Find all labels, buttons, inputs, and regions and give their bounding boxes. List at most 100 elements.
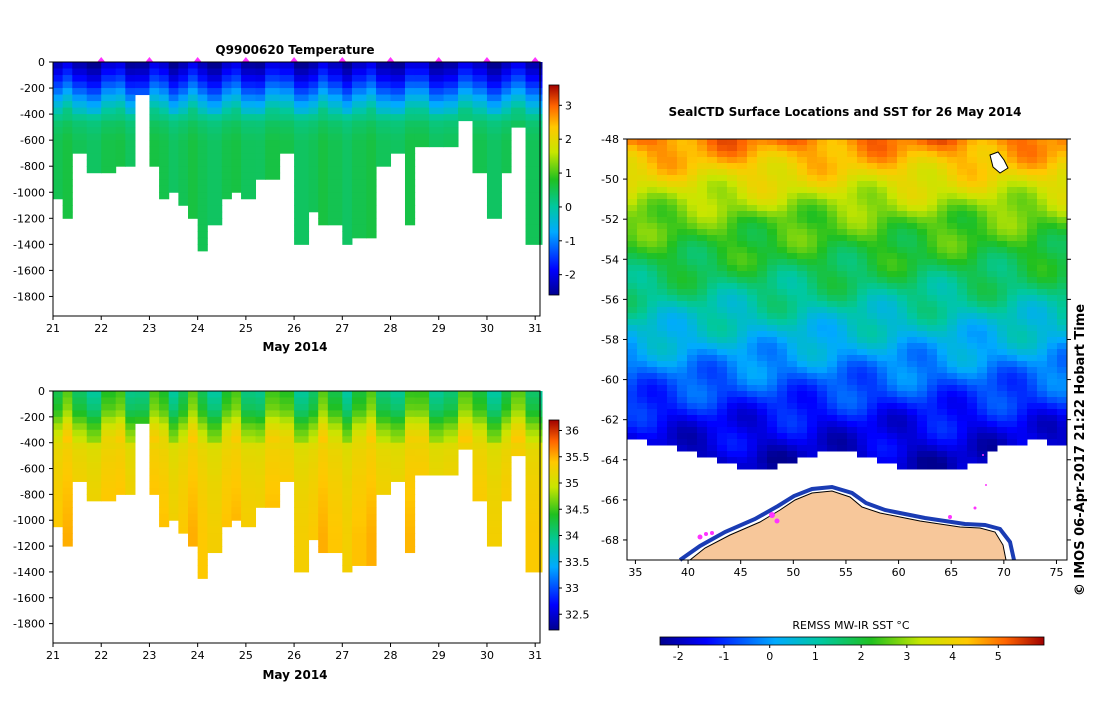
sst-cell	[927, 289, 938, 296]
section-cell	[511, 120, 527, 128]
sst-cell	[797, 241, 808, 248]
sst-cell	[747, 265, 758, 272]
sst-cell	[737, 337, 748, 344]
section-cell	[390, 146, 406, 154]
sst-cell	[907, 343, 918, 350]
sst-cell	[997, 397, 1008, 404]
sst-cell	[737, 223, 748, 230]
sst-cell	[967, 229, 978, 236]
section-cell	[318, 423, 329, 431]
sst-cell	[1037, 199, 1048, 206]
section-cell	[404, 146, 416, 154]
sst-cell	[817, 211, 828, 218]
section-cell	[308, 513, 319, 521]
sst-cell	[637, 229, 648, 236]
sst-cell	[1017, 301, 1028, 308]
sst-cell	[767, 373, 778, 380]
section-cell	[86, 133, 102, 141]
sst-cell	[707, 175, 718, 182]
sst-cell	[957, 361, 968, 368]
section-cell	[342, 416, 353, 424]
sst-cell	[887, 217, 898, 224]
sst-cell	[637, 271, 648, 278]
sst-cell	[737, 397, 748, 404]
sst-cell	[877, 289, 888, 296]
section-cell	[351, 172, 367, 180]
sst-cell	[687, 223, 698, 230]
section-cell	[231, 185, 242, 193]
section-cell	[472, 455, 488, 463]
section-cell	[404, 462, 416, 470]
section-cell	[53, 101, 64, 109]
sst-cell	[717, 391, 728, 398]
sst-cell	[1017, 181, 1028, 188]
sst-cell	[1017, 325, 1028, 332]
section-cell	[265, 172, 281, 180]
sst-cell	[667, 307, 678, 314]
sst-cell	[707, 421, 718, 428]
sst-cell	[1017, 349, 1028, 356]
sst-cell	[667, 253, 678, 260]
sst-cell	[897, 457, 908, 464]
section-cell	[279, 107, 295, 115]
sst-cell	[737, 139, 748, 146]
sst-cell	[687, 235, 698, 242]
sst-cell	[727, 175, 738, 182]
section-cell	[134, 391, 150, 398]
sst-cell	[707, 211, 718, 218]
section-cell	[178, 513, 189, 521]
sst-cell	[857, 349, 868, 356]
sst-cell	[677, 151, 688, 158]
sst-cell	[757, 307, 768, 314]
sst-cell	[687, 157, 698, 164]
sst-cell	[777, 139, 788, 146]
section-cell	[525, 533, 541, 541]
sst-cell	[767, 433, 778, 440]
section-cell	[390, 397, 406, 405]
sst-cell	[787, 145, 798, 152]
sst-cell	[947, 271, 958, 278]
section-cell	[351, 520, 367, 528]
section-cell	[511, 68, 527, 76]
section-cell	[376, 397, 392, 405]
sst-cell	[967, 451, 978, 458]
section-cell	[540, 487, 543, 495]
section-cell	[404, 205, 416, 213]
section-cell	[294, 218, 310, 226]
sst-cell	[847, 373, 858, 380]
section-cell	[188, 423, 199, 431]
section-cell	[62, 127, 73, 135]
sst-cell	[917, 427, 928, 434]
section-cell	[486, 442, 502, 450]
sst-cell	[637, 247, 648, 254]
section-cell	[62, 533, 73, 541]
sst-cell	[797, 433, 808, 440]
sst-cell	[807, 241, 818, 248]
section-cell	[168, 101, 179, 109]
section-cell	[472, 442, 488, 450]
section-cell	[255, 494, 266, 502]
section-cell	[376, 68, 392, 76]
sst-cell	[827, 343, 838, 350]
sst-cell	[947, 259, 958, 266]
sst-cell	[817, 397, 828, 404]
section-cell	[351, 436, 367, 444]
sst-cell	[727, 145, 738, 152]
sst-cell	[687, 355, 698, 362]
sst-cell	[957, 403, 968, 410]
sst-cell	[797, 349, 808, 356]
section-cell	[159, 107, 170, 115]
sst-cell	[987, 307, 998, 314]
sst-cell	[1057, 229, 1068, 236]
section-cell	[294, 127, 310, 135]
section-cell	[443, 81, 459, 89]
section-cell	[308, 468, 319, 476]
sst-cell	[1037, 211, 1048, 218]
sst-cell	[667, 157, 678, 164]
sst-cell	[807, 265, 818, 272]
section-cell	[188, 391, 199, 398]
section-cell	[525, 224, 541, 232]
section-cell	[525, 159, 541, 167]
section-cell	[159, 146, 170, 154]
sst-cell	[827, 385, 838, 392]
